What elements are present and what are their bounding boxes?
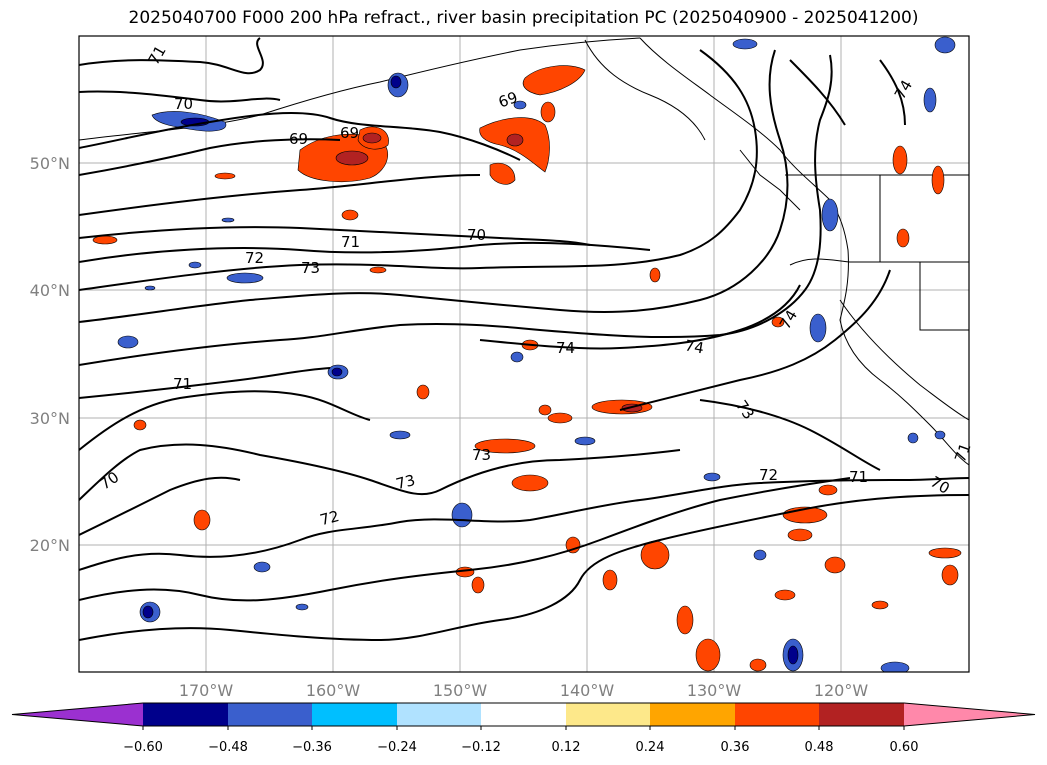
lon-tick-label: 140°W [560, 681, 615, 700]
lat-tick-label: 50°N [30, 154, 70, 173]
colorbar-tick-label: 0.48 [805, 740, 834, 755]
contour-label: 69 [340, 124, 359, 142]
colorbar-segment [819, 703, 904, 726]
contour-label: 71 [951, 441, 974, 465]
negative-patches [117, 36, 956, 672]
contour-label: 73 [394, 471, 417, 493]
lat-tick-label: 20°N [30, 536, 70, 555]
contour-label: 72 [318, 507, 341, 529]
colorbar-tick-labels: −0.60 −0.48 −0.36 −0.24 −0.12 0.12 0.24 … [123, 740, 918, 755]
contour-label: 74 [683, 336, 705, 357]
lat-tick-label: 40°N [30, 281, 70, 300]
colorbar-segment [650, 703, 735, 726]
colorbar-tick-label: −0.24 [377, 740, 417, 755]
colorbar-segment [735, 703, 819, 726]
colorbar-extend-min [12, 703, 143, 726]
gridlines [79, 36, 969, 672]
contour-label: 73 [472, 446, 491, 464]
lon-tick-label: 160°W [306, 681, 361, 700]
latitude-labels: 50°N 40°N 30°N 20°N [30, 154, 70, 555]
colorbar-extend-max [904, 703, 1035, 726]
contour-label: 72 [759, 466, 778, 484]
lon-tick-label: 150°W [433, 681, 488, 700]
contour-label: 72 [245, 249, 264, 267]
colorbar-segment [481, 703, 566, 726]
colorbar-tick-label: 0.24 [636, 740, 665, 755]
lon-tick-label: 120°W [814, 681, 869, 700]
colorbar-segment [228, 703, 312, 726]
lon-tick-label: 170°W [179, 681, 234, 700]
colorbar [11, 702, 1036, 730]
longitude-labels: 170°W 160°W 150°W 140°W 130°W 120°W [179, 681, 869, 700]
colorbar-tick-label: 0.12 [552, 740, 581, 755]
colorbar-segment [566, 703, 650, 726]
contour-label: 71 [849, 468, 868, 486]
colorbar-tick-label: 0.36 [721, 740, 750, 755]
lon-tick-label: 130°W [687, 681, 742, 700]
colorbar-segment [397, 703, 481, 726]
colorbar-tick-label: −0.60 [123, 740, 163, 755]
contour-label: 74 [556, 339, 575, 357]
colorbar-tick-label: 0.60 [890, 740, 919, 755]
map-title: 2025040700 F000 200 hPa refract., river … [128, 8, 919, 28]
contour-label: 70 [467, 226, 486, 244]
colorbar-tick-label: −0.12 [461, 740, 501, 755]
contour-label: 71 [173, 375, 192, 393]
colorbar-segment [143, 703, 228, 726]
contour-label: 69 [289, 130, 308, 148]
contour-label: 71 [341, 233, 360, 251]
lat-tick-label: 30°N [30, 409, 70, 428]
refractivity-contours [79, 37, 969, 642]
colorbar-segment [312, 703, 397, 726]
contour-label: 69 [496, 88, 520, 111]
colorbar-tick-label: −0.36 [292, 740, 332, 755]
positive-patches [92, 65, 962, 672]
colorbar-tick-label: −0.48 [208, 740, 248, 755]
map-frame [78, 35, 970, 673]
contour-label: 70 [174, 95, 193, 113]
contour-label: 73 [301, 259, 320, 277]
